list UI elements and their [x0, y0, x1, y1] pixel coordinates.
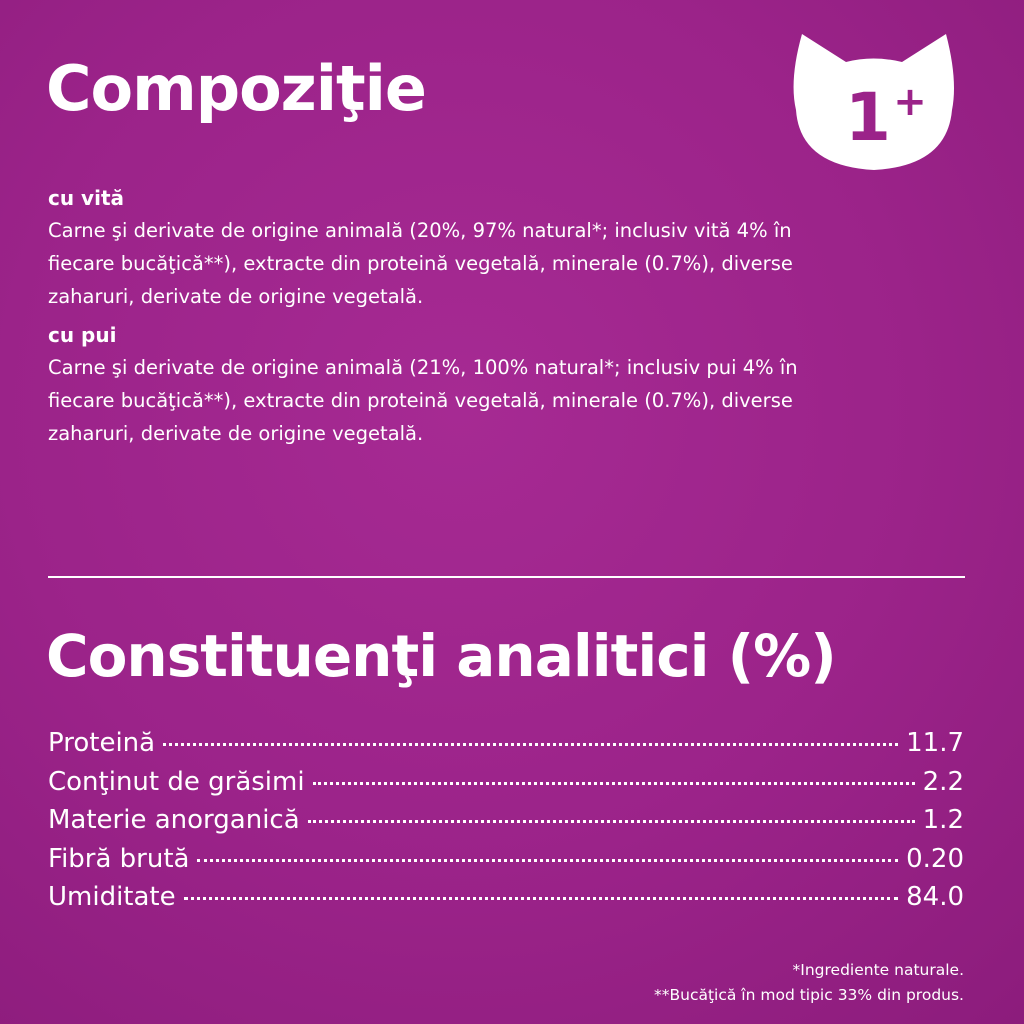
- composition-section: cu pui Carne şi derivate de origine anima…: [48, 323, 948, 450]
- nutrient-value: 11.7: [906, 728, 964, 758]
- leader-dots: [312, 781, 915, 785]
- nutrient-name: Proteină: [48, 728, 156, 758]
- section-text: fiecare bucăţică**), extracte din protei…: [48, 389, 793, 412]
- leader-dots: [307, 820, 915, 823]
- divider: [48, 576, 965, 578]
- analysis-table: Proteină 11.7 Conţinut de grăsimi 2.2 Materi…: [48, 728, 964, 921]
- footnote: *Ingrediente naturale.: [792, 961, 964, 979]
- cat-head: [793, 34, 954, 170]
- section-heading: cu vită: [48, 186, 125, 210]
- analysis-row: Proteină 11.7: [48, 728, 964, 767]
- nutrient-name: Conţinut de grăsimi: [48, 766, 305, 797]
- analysis-row: Conţinut de grăsimi 2.2: [48, 767, 964, 806]
- footnote: **Bucăţică în mod tipic 33% din produs.: [654, 986, 964, 1004]
- nutrient-value: 1.2: [922, 805, 964, 835]
- leader-dots: [163, 743, 899, 746]
- section-text: fiecare bucăţică**), extracte din protei…: [48, 252, 793, 275]
- nutrient-name: Fibră brută: [48, 843, 190, 874]
- leader-dots: [197, 858, 899, 862]
- section-text: zaharuri, derivate de origine vegetală.: [48, 285, 424, 308]
- title: Compoziţie: [46, 52, 427, 125]
- leader-dots: [183, 897, 899, 900]
- footnotes: *Ingrediente naturale. **Bucăţică în mod …: [654, 958, 964, 1008]
- nutrient-value: 2.2: [922, 766, 964, 797]
- composition-section: cu vită Carne şi derivate de origine anim…: [48, 186, 948, 313]
- badge-number: 1: [845, 79, 891, 156]
- analysis-row: Materie anorganică 1.2: [48, 805, 964, 844]
- section-heading: cu pui: [48, 323, 117, 347]
- nutrient-value: 0.20: [906, 843, 964, 874]
- composition: cu vită Carne şi derivate de origine anim…: [48, 186, 948, 460]
- nutrient-value: 84.0: [906, 882, 964, 912]
- nutrient-name: Materie anorganică: [48, 805, 300, 835]
- section-text: Carne şi derivate de origine animală (20…: [48, 219, 792, 242]
- nutrient-name: Umiditate: [48, 882, 176, 912]
- badge-plus: +: [893, 79, 927, 125]
- age-badge: 1 +: [793, 34, 954, 170]
- section-text: zaharuri, derivate de origine vegetală.: [48, 422, 424, 445]
- section-text: Carne şi derivate de origine animală (21…: [48, 356, 798, 379]
- analysis-row: Fibră brută 0.20: [48, 844, 964, 883]
- analysis-title: Constituenţi analitici (%): [46, 622, 837, 690]
- analysis-row: Umiditate 84.0: [48, 882, 964, 921]
